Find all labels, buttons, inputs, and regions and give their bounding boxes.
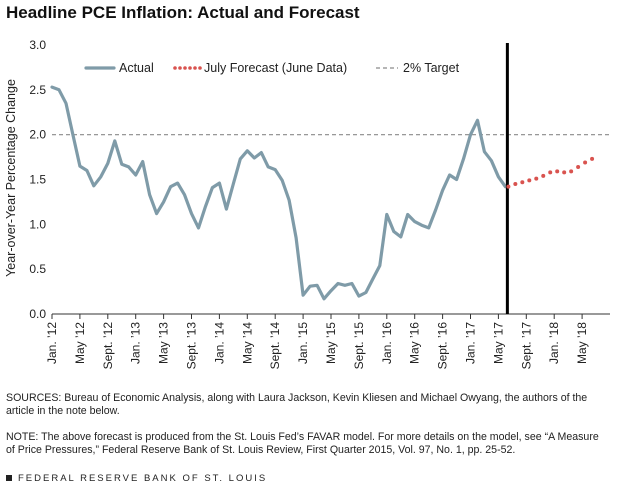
x-tick-label: Sept. ’12 <box>101 322 115 370</box>
forecast-point <box>569 169 574 174</box>
y-tick-label: 0.0 <box>29 307 46 321</box>
x-tick-label: May ’12 <box>73 322 87 364</box>
legend: Actual July Forecast (June Data) 2% Target <box>84 61 460 75</box>
forecast-point <box>513 181 518 186</box>
forecast-point <box>583 160 588 165</box>
x-tick-label: Jan. ’17 <box>464 322 478 364</box>
x-tick-label: May ’16 <box>408 322 422 364</box>
legend-forecast-dot <box>183 66 187 70</box>
y-tick-label: 0.5 <box>29 262 46 276</box>
x-tick-label: Sept. ’14 <box>268 322 282 370</box>
forecast-point <box>590 156 595 161</box>
chart-title: Headline PCE Inflation: Actual and Forec… <box>6 3 360 22</box>
y-axis-title: Year-over-Year Percentage Change <box>4 79 18 277</box>
forecast-point <box>520 180 525 185</box>
plot-area <box>50 43 610 314</box>
x-tick-label: Sept. ’16 <box>436 322 450 370</box>
footer: FEDERAL RESERVE BANK OF ST. LOUIS <box>6 473 267 484</box>
legend-actual-label: Actual <box>119 61 154 75</box>
x-tick-label: Sept. ’15 <box>352 322 366 370</box>
legend-forecast-dot <box>173 66 177 70</box>
forecast-point <box>506 184 511 189</box>
forecast-point <box>576 164 581 169</box>
x-tick-label: May ’17 <box>491 322 505 364</box>
footer-square-icon <box>6 475 12 482</box>
y-tick-label: 3.0 <box>29 38 46 52</box>
actual-series-line <box>50 85 507 301</box>
x-tick-label: Jan. ’13 <box>129 322 143 364</box>
forecast-point <box>548 170 553 175</box>
x-tick-label: Sept. ’13 <box>185 322 199 370</box>
x-tick-label: May ’18 <box>575 322 589 364</box>
forecast-point <box>555 169 560 174</box>
x-tick-label: Jan. ’15 <box>296 322 310 364</box>
x-tick-label: May ’13 <box>157 322 171 364</box>
x-tick-label: Jan. ’14 <box>212 322 226 364</box>
x-tick-label: Sept. ’17 <box>519 322 533 370</box>
forecast-point <box>534 176 539 181</box>
x-axis: Jan. ’12 May ’12 Sept. ’12 Jan. ’13 May ’13 S… <box>45 313 610 370</box>
legend-forecast-dot <box>193 66 197 70</box>
forecast-point <box>562 170 567 175</box>
y-tick-label: 1.0 <box>29 217 46 231</box>
methodology-note: NOTE: The above forecast is produced fro… <box>6 431 599 456</box>
x-tick-label: Jan. ’18 <box>547 322 561 364</box>
legend-forecast-dot <box>198 66 202 70</box>
y-axis: 0.0 0.5 1.0 1.5 2.0 2.5 3.0 <box>29 38 46 321</box>
x-tick-label: May ’15 <box>324 322 338 364</box>
y-tick-label: 2.5 <box>29 83 46 97</box>
footer-text: FEDERAL RESERVE BANK OF ST. LOUIS <box>18 473 268 484</box>
y-tick-label: 1.5 <box>29 173 46 187</box>
sources-note: SOURCES: Bureau of Economic Analysis, al… <box>6 392 588 417</box>
legend-target-label: 2% Target <box>403 61 460 75</box>
legend-forecast-dot <box>178 66 182 70</box>
forecast-point <box>541 173 546 178</box>
legend-forecast-label: July Forecast (June Data) <box>204 61 347 75</box>
y-tick-label: 2.0 <box>29 128 46 142</box>
legend-forecast-dot <box>188 66 192 70</box>
forecast-point <box>527 178 532 183</box>
x-tick-label: May ’14 <box>240 322 254 364</box>
x-tick-label: Jan. ’12 <box>45 322 59 364</box>
x-tick-label: Jan. ’16 <box>380 322 394 364</box>
chart-area: Actual July Forecast (June Data) 2% Target… <box>4 38 610 370</box>
